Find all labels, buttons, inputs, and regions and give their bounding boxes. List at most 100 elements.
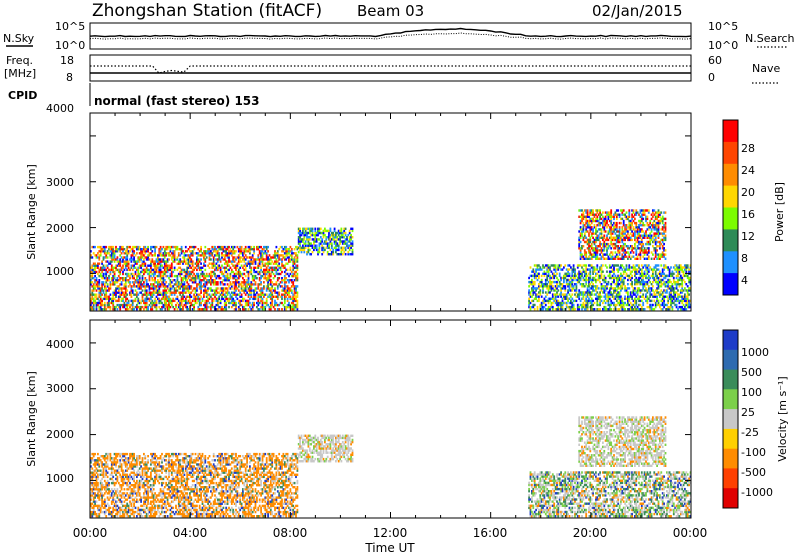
heatmap-cell: [168, 283, 170, 286]
heatmap-cell: [621, 226, 624, 229]
heatmap-cell: [311, 227, 314, 231]
heatmap-cell: [634, 266, 636, 269]
heatmap-cell: [172, 279, 175, 282]
heatmap-cell: [264, 277, 267, 280]
heatmap-cell: [579, 255, 582, 258]
heatmap-cell: [150, 283, 152, 286]
heatmap-cell: [618, 299, 621, 303]
heatmap-cell: [175, 287, 177, 290]
heatmap-cell: [650, 303, 653, 307]
heatmap-cell: [131, 274, 134, 278]
heatmap-cell: [595, 217, 597, 221]
heatmap-cell: [593, 278, 596, 282]
heatmap-cell: [257, 248, 260, 251]
heatmap-cell: [126, 308, 129, 311]
heatmap-cell: [678, 270, 681, 273]
heatmap-cell: [639, 291, 642, 294]
heatmap-cell: [158, 297, 161, 301]
heatmap-cell: [543, 301, 546, 305]
heatmap-cell: [539, 289, 542, 292]
heatmap-cell: [204, 252, 207, 255]
heatmap-cell: [600, 264, 603, 267]
heatmap-cell: [599, 291, 601, 294]
heatmap-cell: [606, 283, 608, 286]
heatmap-cell: [239, 270, 242, 274]
heatmap-cell: [661, 308, 664, 311]
heatmap-cell: [170, 287, 173, 290]
heatmap-cell: [236, 262, 239, 265]
heatmap-cell: [271, 295, 274, 298]
heatmap-cell: [557, 289, 560, 292]
heatmap-cell: [124, 258, 127, 261]
heatmap-cell: [102, 250, 105, 253]
heatmap-cell: [558, 303, 561, 307]
heatmap-cell: [629, 283, 632, 286]
heatmap-cell: [230, 291, 233, 294]
heatmap-cell: [247, 283, 250, 286]
heatmap-cell: [603, 285, 606, 288]
heatmap-cell: [124, 281, 127, 284]
heatmap-cell: [117, 289, 120, 292]
heatmap-cell: [113, 305, 116, 309]
heatmap-cell: [144, 297, 147, 301]
heatmap-cell: [168, 303, 170, 307]
heatmap-cell: [244, 258, 247, 261]
heatmap-cell: [215, 289, 218, 292]
heatmap-cell: [686, 264, 689, 267]
heatmap-cell: [617, 297, 620, 300]
heatmap-cell: [602, 226, 604, 229]
heatmap-cell: [162, 258, 165, 261]
heatmap-cell: [138, 274, 141, 278]
heatmap-cell: [200, 272, 202, 276]
heatmap-cell: [611, 251, 614, 254]
heatmap-cell: [593, 289, 596, 292]
heatmap-cell: [285, 245, 288, 249]
heatmap-cell: [351, 250, 354, 254]
heatmap-cell: [116, 308, 119, 311]
heatmap-cell: [615, 221, 618, 225]
heatmap-cell: [681, 280, 684, 284]
heatmap-cell: [589, 238, 592, 242]
heatmap-cell: [603, 253, 606, 256]
heatmap-cell: [600, 257, 603, 260]
heatmap-cell: [218, 252, 221, 255]
heatmap-cell: [533, 308, 536, 311]
heatmap-cell: [163, 252, 166, 255]
heatmap-cell: [237, 258, 240, 261]
heatmap-cell: [589, 209, 592, 212]
heatmap-cell: [303, 233, 306, 237]
heatmap-cell: [148, 268, 151, 272]
heatmap-cell: [604, 211, 607, 214]
heatmap-cell: [560, 289, 562, 292]
heatmap-cell: [147, 248, 149, 251]
heatmap-cell: [150, 245, 152, 249]
heatmap-cell: [343, 229, 346, 233]
heatmap-cell: [225, 260, 228, 263]
heatmap-cell: [628, 287, 631, 290]
heatmap-cell: [129, 283, 131, 286]
heatmap-cell: [207, 279, 209, 282]
heatmap-cell: [542, 299, 544, 303]
heatmap-cell: [140, 281, 142, 284]
heatmap-cell: [686, 305, 689, 309]
heatmap-cell: [179, 274, 182, 278]
heatmap-cell: [531, 278, 533, 282]
heatmap-cell: [574, 274, 576, 278]
heatmap-cell: [292, 258, 295, 261]
heatmap-cell: [267, 281, 269, 284]
heatmap-cell: [267, 295, 269, 298]
heatmap-cell: [233, 266, 236, 269]
heatmap-cell: [191, 250, 194, 253]
heatmap-cell: [137, 305, 140, 309]
heatmap-cell: [117, 297, 120, 301]
heatmap-cell: [165, 281, 168, 284]
heatmap-cell: [302, 231, 304, 235]
heatmap-cell: [138, 281, 141, 284]
heatmap-cell: [193, 245, 195, 249]
heatmap-cell: [592, 287, 594, 290]
heatmap-cell: [602, 211, 604, 214]
heatmap-cell: [689, 289, 692, 292]
heatmap-cell: [276, 256, 279, 259]
heatmap-cell: [214, 245, 216, 249]
heatmap-cell: [155, 308, 158, 311]
